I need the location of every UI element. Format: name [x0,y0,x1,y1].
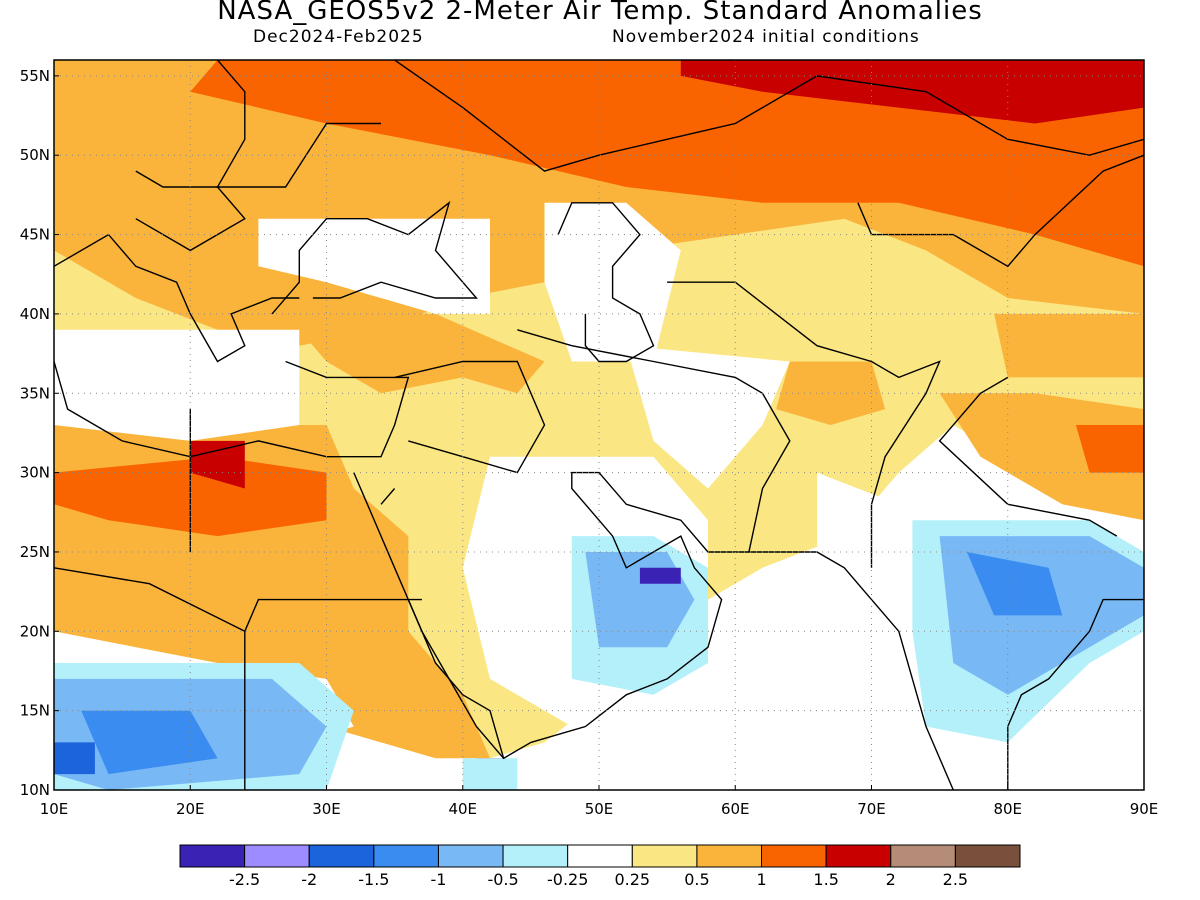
anomaly-region [994,313,1144,378]
anomaly-region [462,758,518,790]
lon-tick-label: 50E [585,800,614,818]
anomaly-region [776,361,886,425]
lat-tick-label: 40N [20,305,50,323]
coastline-segment [380,488,396,505]
longitude-ticks: 10E 20E 30E 40E 50E 60E 70E 80E 90E [40,785,1159,818]
anomaly-region [680,60,1144,124]
coastlines [54,60,1144,790]
coastline-segment [135,170,246,252]
lon-tick-label: 20E [176,800,205,818]
anomaly-fields [54,60,1144,790]
colorbar-label: 1 [756,870,766,889]
coastline-segment [1007,598,1144,790]
colorbar-label: 0.25 [614,870,650,889]
colorbar-swatch [373,844,439,868]
coastline-segment [667,281,941,568]
coastline-segment [271,200,478,315]
lon-tick-label: 60E [721,800,750,818]
latitude-ticks: 10N 15N 20N 25N 30N 35N 40N 45N 50N 55N [20,67,59,799]
lat-tick-label: 30N [20,464,50,482]
colorbar-label: -1 [430,870,446,889]
colorbar-label: 2 [886,870,896,889]
lon-tick-label: 80E [993,800,1022,818]
coastline-segment [407,599,505,759]
colorbar-swatch [761,844,827,868]
lon-tick-label: 40E [448,800,477,818]
colorbar-swatch [308,844,375,868]
lon-tick-label: 90E [1130,800,1159,818]
coastline-segment [54,233,300,363]
colorbar-label: 1.5 [813,870,838,889]
colorbar: -2.5 -2 -1.5 -1 -0.5 -0.25 0.25 0.5 1 1.5 2 2.5 [179,844,1021,889]
coastline-segment [394,60,1144,172]
anomaly-region [639,567,681,584]
coastline-segment [244,598,422,790]
initial-conditions: November2024 initial conditions [612,27,920,47]
lon-tick-label: 70E [857,800,886,818]
colorbar-swatch [890,844,956,868]
anomaly-region [285,313,545,394]
lat-tick-label: 55N [20,67,50,85]
colorbar-label: -2 [301,870,317,889]
lat-tick-label: 35N [20,384,50,402]
colorbar-swatch [502,844,569,868]
coastline-segment [938,376,1118,537]
anomaly-region [626,345,790,489]
anomaly-region [54,742,95,775]
anomaly-region [258,218,490,314]
anomaly-region [54,329,300,441]
anomaly-region [190,60,1144,267]
lat-tick-label: 20N [20,622,50,640]
colorbar-swatch [696,844,763,868]
coastline-segment [557,202,655,363]
lat-tick-label: 25N [20,543,50,561]
colorbar-label: -2.5 [229,870,260,889]
coastline-segment [517,329,791,553]
lon-tick-label: 10E [40,800,69,818]
colorbar-swatch [954,844,1021,868]
colorbar-label: -0.25 [547,870,588,889]
lat-tick-label: 15N [20,702,50,720]
lon-tick-label: 30E [312,800,341,818]
map-title: NASA_GEOS5v2 2-Meter Air Temp. Standard … [217,0,983,26]
colorbar-swatch [244,844,310,868]
anomaly-region [81,710,218,775]
colorbar-swatch [631,844,698,868]
colorbar-swatch [567,844,633,868]
coastline-segment [353,471,954,790]
colorbar-label: -0.5 [487,870,518,889]
coastline-segment [54,360,410,458]
anomaly-region [190,440,245,489]
lat-tick-label: 45N [20,226,50,244]
anomaly-region [1075,425,1144,473]
anomaly-region [966,552,1063,616]
colorbar-label: -1.5 [358,870,389,889]
lat-tick-label: 10N [20,781,50,799]
colorbar-swatch [437,844,504,868]
forecast-period: Dec2024-Feb2025 [253,27,424,47]
lat-tick-label: 50N [20,146,50,164]
map-plot-area [54,60,1144,790]
colorbar-swatch [825,844,892,868]
colorbar-label: 2.5 [943,870,968,889]
coastline-segment [54,567,246,632]
colorbar-swatch [179,844,246,868]
colorbar-label: 0.5 [684,870,709,889]
